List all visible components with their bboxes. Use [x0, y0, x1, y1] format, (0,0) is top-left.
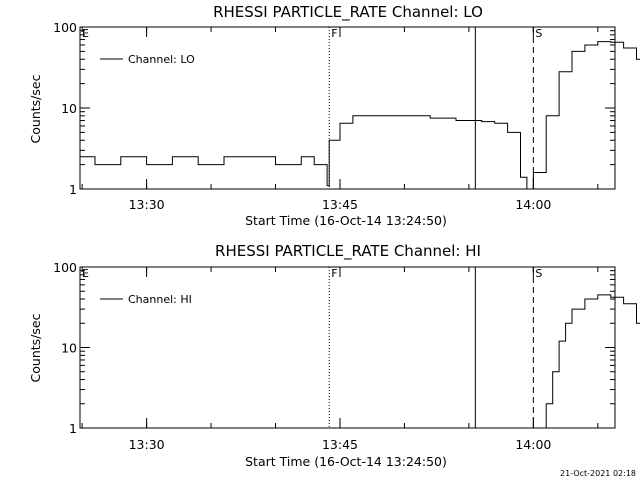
hi-y-tick-label: 10 — [61, 341, 77, 356]
hi-flag-label: F — [331, 267, 337, 280]
hi-series-line — [535, 294, 640, 429]
hi-x-tick-label: 13:30 — [129, 437, 165, 452]
hi-flag-label: S — [535, 267, 542, 280]
hi-plot-marks: 11010013:3013:4514:0014:1514:3014:4515:0… — [53, 260, 640, 452]
hi-x-axis-label: Start Time (16-Oct-14 13:24:50) — [245, 454, 447, 469]
hi-y-tick-label: 100 — [53, 260, 77, 275]
lo-flag-label: E — [82, 27, 89, 40]
lo-y-tick-label: 10 — [61, 101, 77, 116]
lo-chart-title: RHESSI PARTICLE_RATE Channel: LO — [213, 3, 483, 22]
hi-x-tick-label: 13:45 — [322, 437, 358, 452]
lo-x-axis-label: Start Time (16-Oct-14 13:24:50) — [245, 213, 447, 228]
generated-timestamp: 21-Oct-2021 02:18 — [560, 469, 636, 478]
hi-x-tick-label: 14:00 — [515, 437, 551, 452]
hi-y-axis-label: Counts/sec — [28, 313, 43, 382]
lo-flag-label: S — [535, 27, 542, 40]
hi-channel-panel: RHESSI PARTICLE_RATE Channel: HI Counts/… — [28, 242, 640, 469]
lo-y-tick-label: 1 — [69, 182, 77, 197]
lo-legend-label: Channel: LO — [128, 53, 195, 66]
lo-x-tick-label: 13:30 — [129, 197, 165, 212]
lo-y-tick-label: 100 — [53, 20, 77, 35]
lo-flag-label: F — [331, 27, 337, 40]
lo-x-tick-label: 14:00 — [515, 197, 551, 212]
lo-channel-panel: RHESSI PARTICLE_RATE Channel: LO Counts/… — [28, 3, 640, 228]
lo-series-line — [80, 41, 640, 190]
hi-legend-label: Channel: HI — [128, 293, 192, 306]
lo-y-axis-label: Counts/sec — [28, 74, 43, 143]
hi-plot-frame — [79, 266, 616, 429]
lo-plot-marks: 11010013:3013:4514:0014:1514:3014:4515:0… — [53, 20, 640, 212]
hi-chart-title: RHESSI PARTICLE_RATE Channel: HI — [215, 242, 481, 261]
lo-x-tick-label: 13:45 — [322, 197, 358, 212]
hi-flag-label: E — [82, 267, 89, 280]
hi-y-tick-label: 1 — [69, 421, 77, 436]
